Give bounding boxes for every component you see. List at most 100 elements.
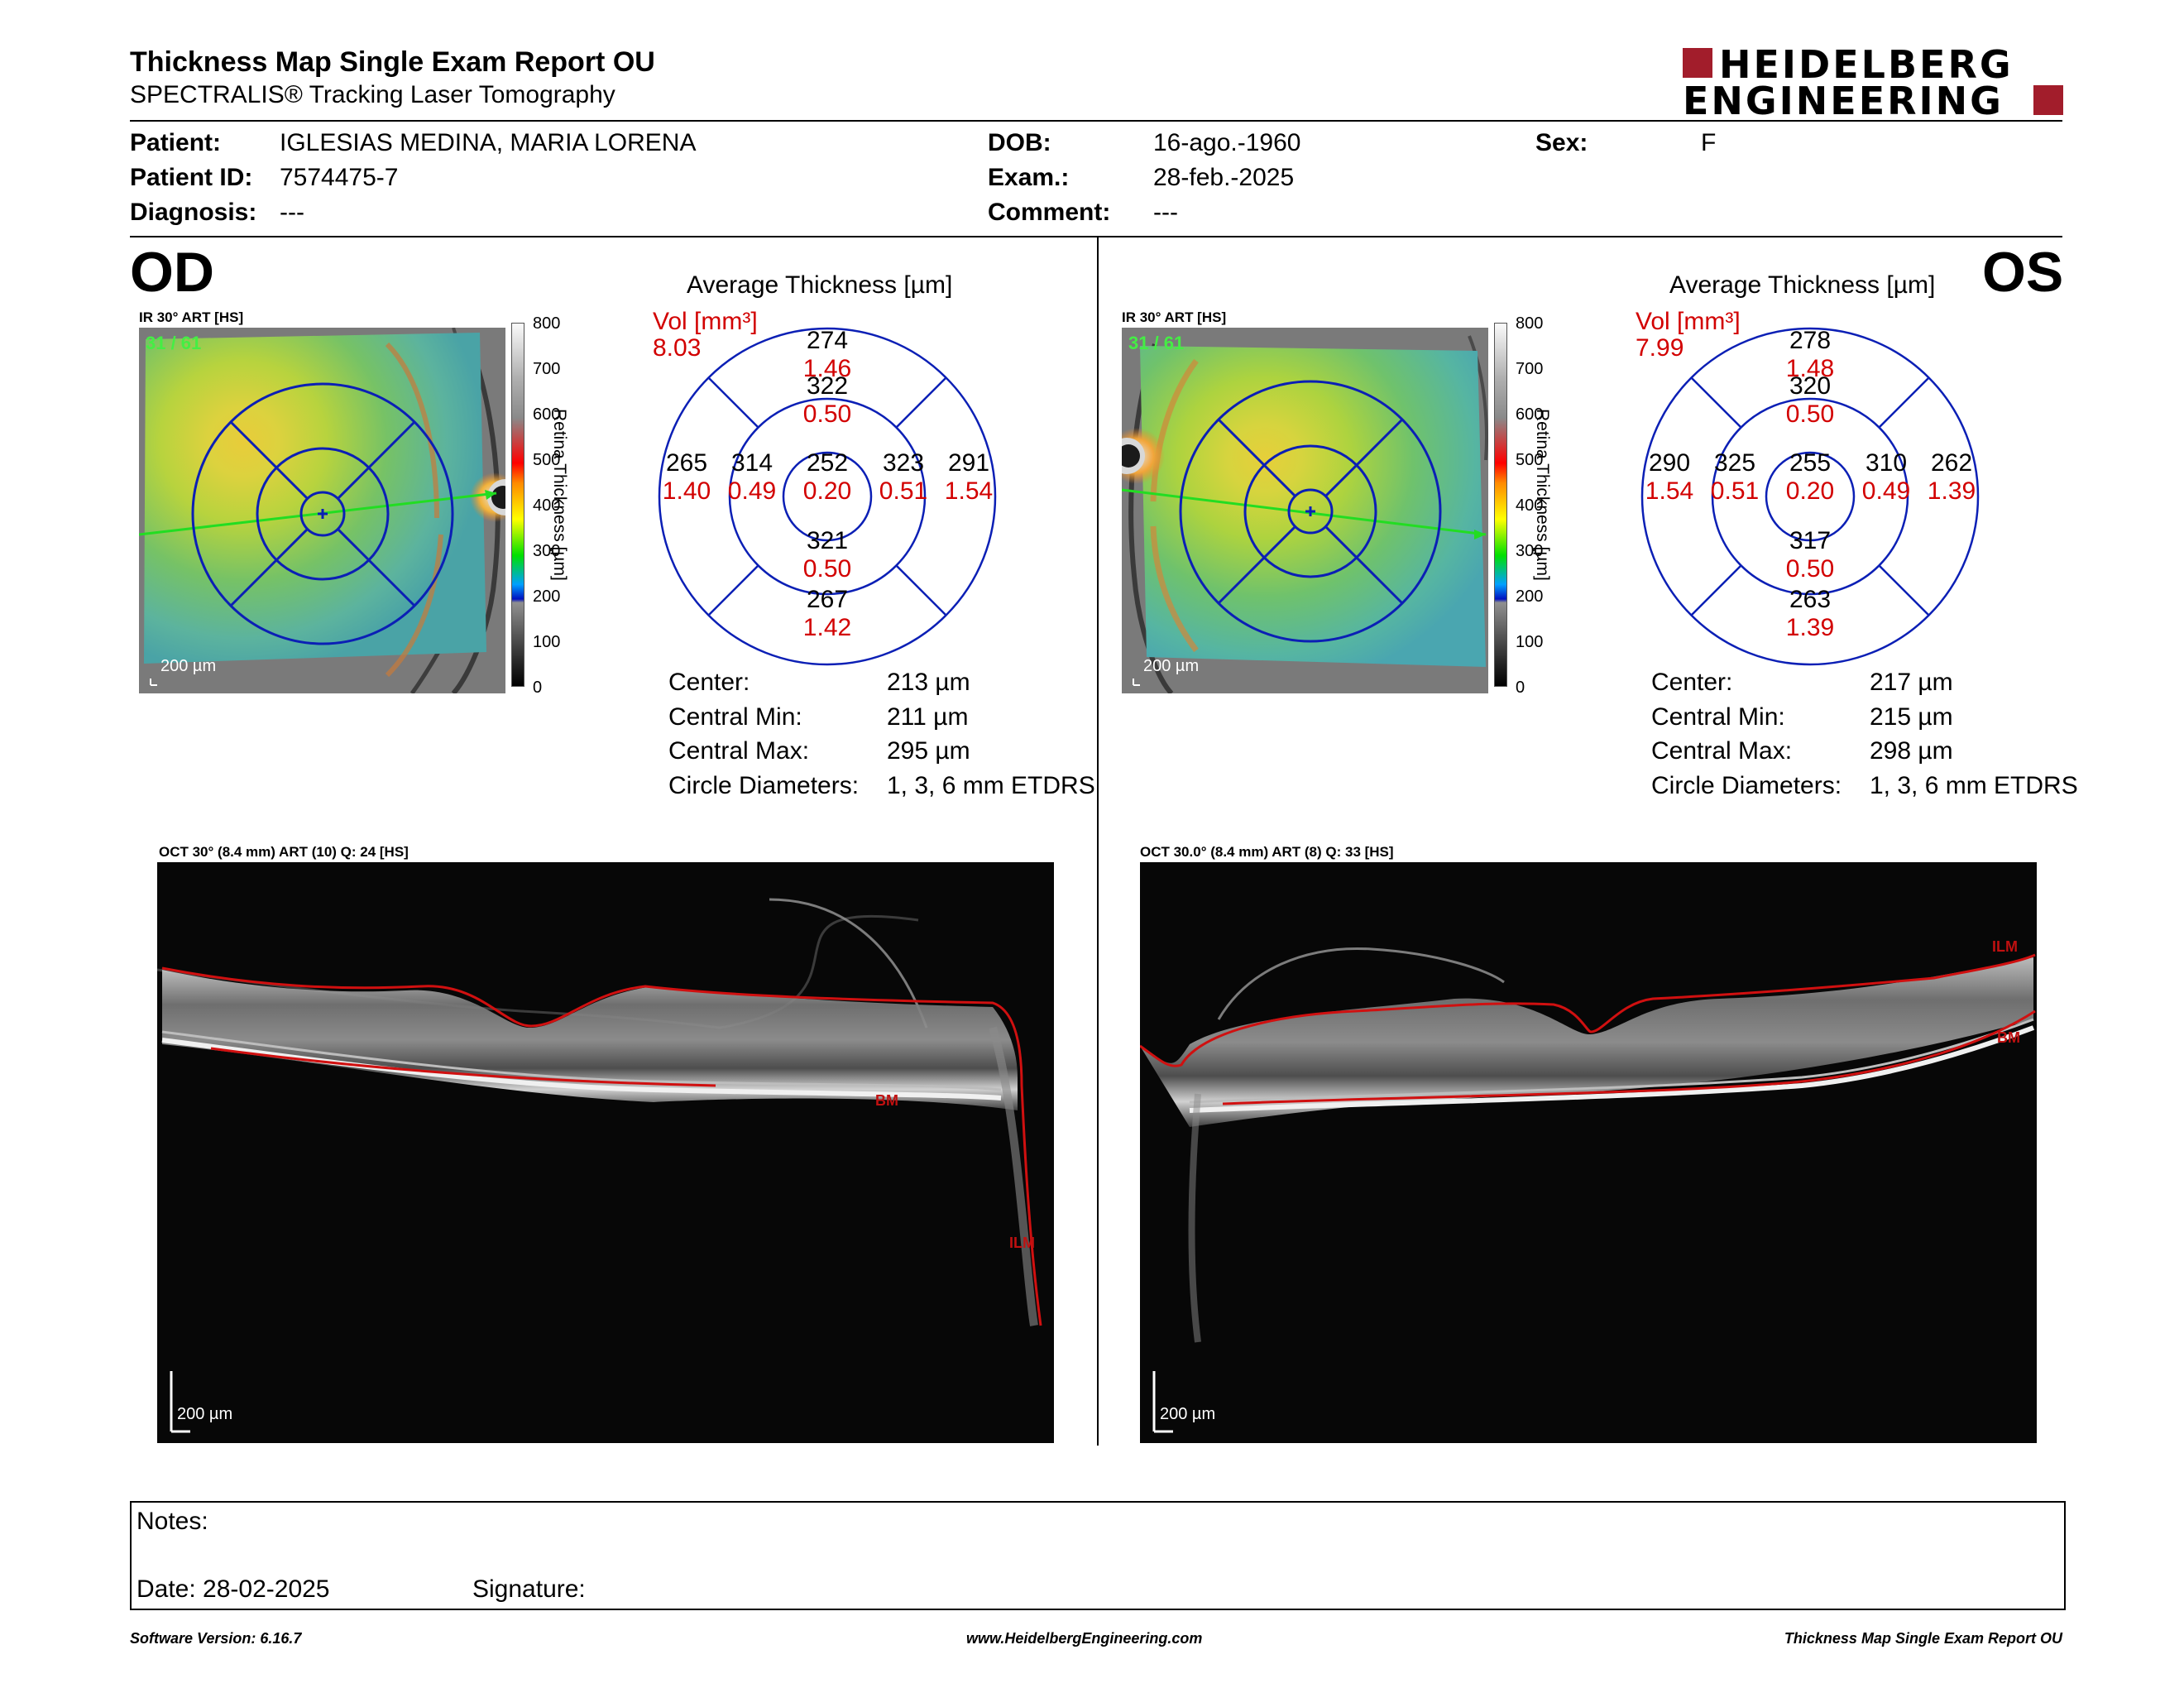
os-center-thick: 255	[1789, 449, 1832, 477]
od-colorbar	[511, 323, 524, 687]
notes-box[interactable]: Notes: Date: 28-02-2025 Signature:	[130, 1501, 2066, 1610]
header-divider	[130, 120, 2062, 122]
od-inner-sup-vol: 0.50	[802, 400, 852, 428]
date-label: Date: 28-02-2025	[136, 1575, 330, 1603]
sex-value: F	[1701, 129, 1717, 156]
os-central-max-label: Central Max:	[1651, 737, 1793, 765]
od-center-label: Center:	[668, 669, 750, 696]
os-outer-right-vol: 1.39	[1927, 477, 1976, 505]
os-eye-label: OS	[1982, 241, 2064, 304]
os-ilm-tag: ILM	[1992, 938, 2018, 955]
os-tick-0: 0	[1516, 679, 1525, 697]
os-etdrs-grid: 278 1.48 320 0.50 255 0.20 325 0.51 310 …	[1640, 327, 1980, 666]
os-tick-600: 600	[1516, 405, 1544, 424]
od-circle-diam-value: 1, 3, 6 mm ETDRS	[887, 772, 1095, 799]
logo-square-top	[1683, 48, 1712, 78]
od-ilm-tag: ILM	[1009, 1235, 1035, 1251]
center-divider	[1097, 237, 1099, 1446]
os-tick-400: 400	[1516, 496, 1544, 515]
sex-label: Sex:	[1535, 129, 1588, 156]
os-oct-bscan: ILM BM 200 µm	[1140, 862, 2037, 1443]
od-inner-right-vol: 0.51	[879, 477, 928, 505]
od-tick-600: 600	[533, 405, 561, 424]
os-tick-200: 200	[1516, 587, 1544, 606]
os-inner-inf-vol: 0.50	[1785, 555, 1835, 583]
od-map-svg	[139, 328, 505, 693]
exam-value: 28-feb.-2025	[1153, 164, 1295, 191]
os-outer-sup-thick: 278	[1789, 327, 1832, 354]
os-central-min-label: Central Min:	[1651, 703, 1785, 731]
od-outer-right-thick: 291	[947, 449, 990, 477]
patient-id-label: Patient ID:	[130, 164, 253, 191]
os-oct-label: OCT 30.0° (8.4 mm) ART (8) Q: 33 [HS]	[1140, 844, 1394, 860]
signature-label: Signature:	[472, 1575, 586, 1603]
logo-text-top: HEIDELBERG	[1719, 42, 2014, 87]
os-thickness-map: 31 / 61 200 µm	[1122, 328, 1488, 693]
od-tick-400: 400	[533, 496, 561, 515]
os-colorbar	[1494, 323, 1507, 687]
od-tick-100: 100	[533, 633, 561, 651]
od-outer-inf-vol: 1.42	[802, 614, 852, 641]
comment-value: ---	[1153, 199, 1178, 226]
od-colorbar-title: Retina Thickness [µm]	[550, 409, 569, 581]
os-inner-right-vol: 0.49	[1861, 477, 1911, 505]
od-inner-inf-vol: 0.50	[802, 555, 852, 583]
od-tick-0: 0	[533, 679, 543, 697]
patient-divider	[130, 236, 2062, 237]
os-center-value: 217 µm	[1870, 669, 1953, 696]
od-inner-left-thick: 314	[730, 449, 774, 477]
od-eye-label: OD	[130, 241, 214, 304]
comment-label: Comment:	[988, 199, 1111, 226]
logo-text-bottom: ENGINEERING	[1683, 79, 2004, 123]
od-bm-tag: BM	[875, 1092, 898, 1109]
os-map-svg	[1122, 328, 1488, 693]
os-bm-tag: BM	[1997, 1029, 2020, 1046]
od-map-scale: 200 µm	[160, 657, 217, 675]
od-tick-700: 700	[533, 360, 561, 378]
software-version: Software Version: 6.16.7	[130, 1630, 302, 1647]
os-inner-sup-thick: 320	[1789, 372, 1832, 400]
os-inner-left-thick: 325	[1713, 449, 1756, 477]
od-tick-800: 800	[533, 314, 561, 333]
os-tick-100: 100	[1516, 633, 1544, 651]
os-center-label: Center:	[1651, 669, 1733, 696]
od-oct-label: OCT 30° (8.4 mm) ART (10) Q: 24 [HS]	[159, 844, 409, 860]
os-tick-800: 800	[1516, 314, 1544, 333]
od-outer-sup-thick: 274	[806, 327, 849, 354]
logo-square-bottom	[2033, 85, 2063, 115]
od-tick-500: 500	[533, 451, 561, 469]
od-avg-title: Average Thickness [µm]	[687, 271, 953, 299]
footer-report-name: Thickness Map Single Exam Report OU	[1784, 1630, 2062, 1647]
dob-label: DOB:	[988, 129, 1051, 156]
notes-label: Notes:	[136, 1508, 208, 1535]
os-outer-sup-vol: 1.48	[1785, 355, 1835, 382]
od-central-max-value: 295 µm	[887, 737, 970, 765]
os-center-vol: 0.20	[1785, 477, 1835, 505]
os-outer-inf-thick: 263	[1789, 586, 1832, 613]
od-inner-inf-thick: 321	[806, 527, 849, 554]
od-center-thick: 252	[806, 449, 849, 477]
os-avg-title: Average Thickness [µm]	[1669, 271, 1936, 299]
od-tick-300: 300	[533, 542, 561, 560]
os-outer-left-thick: 290	[1648, 449, 1691, 477]
od-thickness-map: 31 / 61 200 µm	[139, 328, 505, 693]
os-central-min-value: 215 µm	[1870, 703, 1953, 731]
od-central-min-value: 211 µm	[887, 703, 969, 731]
od-oct-bscan: BM ILM 200 µm	[157, 862, 1054, 1443]
heidelberg-logo: HEIDELBERG ENGINEERING	[1683, 42, 2063, 123]
website-link[interactable]: www.HeidelbergEngineering.com	[966, 1630, 1203, 1647]
os-tick-700: 700	[1516, 360, 1544, 378]
os-colorbar-ticks: 800 700 600 500 400 300 200 100 0	[1506, 314, 1543, 697]
od-inner-left-vol: 0.49	[727, 477, 777, 505]
os-tick-500: 500	[1516, 451, 1544, 469]
od-vol-value: 8.03	[653, 334, 702, 362]
od-etdrs-svg	[658, 327, 997, 666]
od-vol-label: Vol [mm³]	[653, 308, 758, 335]
os-central-max-value: 298 µm	[1870, 737, 1953, 765]
os-vol-value: 7.99	[1636, 334, 1684, 362]
os-tick-300: 300	[1516, 542, 1544, 560]
os-colorbar-title: Retina Thickness [µm]	[1533, 409, 1552, 581]
od-outer-sup-vol: 1.46	[802, 355, 852, 382]
od-frame-counter: 31 / 61	[146, 333, 202, 353]
od-outer-right-vol: 1.54	[944, 477, 994, 505]
